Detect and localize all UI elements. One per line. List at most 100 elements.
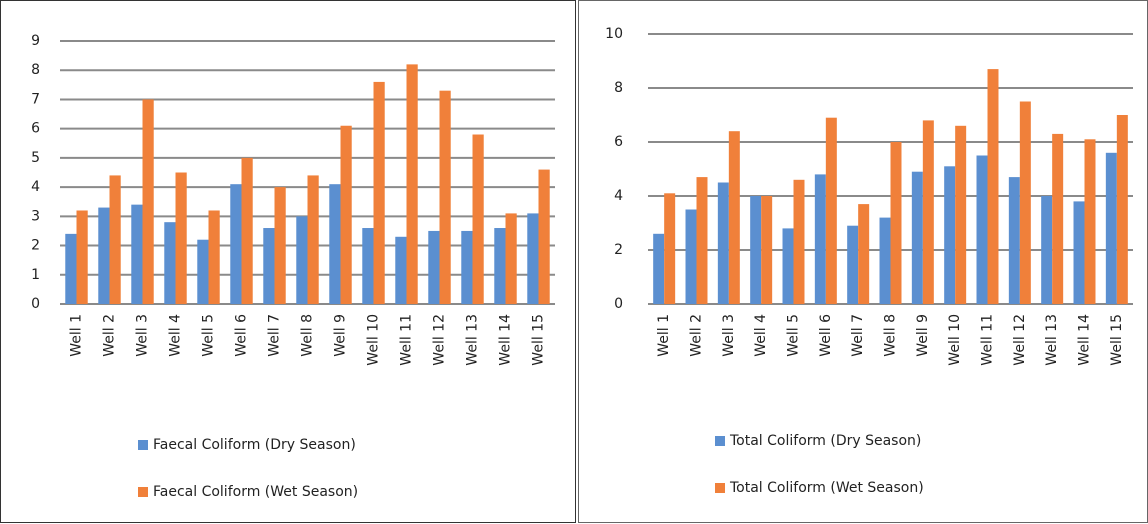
x-tick-label: Well 14 (498, 314, 514, 366)
bar (1084, 139, 1096, 304)
bar (847, 225, 859, 304)
bar (976, 155, 988, 304)
y-tick-label: 4 (31, 179, 40, 195)
bar (494, 228, 506, 304)
x-tick-label: Well 11 (980, 314, 996, 366)
y-tick-label: 0 (31, 296, 40, 312)
bar (890, 142, 902, 304)
bar (175, 172, 187, 304)
y-tick-label: 0 (614, 296, 623, 312)
legend-label: Faecal Coliform (Wet Season) (153, 484, 358, 500)
legend-swatch (138, 487, 148, 497)
bar (825, 117, 837, 304)
bar (944, 166, 956, 304)
x-tick-label: Well 13 (1044, 314, 1060, 366)
x-tick-label: Well 8 (300, 314, 316, 357)
x-tick-label: Well 14 (1077, 314, 1093, 366)
x-tick-label: Well 5 (786, 314, 802, 357)
bar (696, 177, 708, 304)
bar (76, 210, 88, 304)
legend-label: Faecal Coliform (Dry Season) (153, 437, 356, 453)
panel-border (0, 0, 576, 523)
legend-swatch (715, 483, 725, 493)
bar (793, 179, 805, 304)
x-tick-label: Well 7 (850, 314, 866, 357)
bar (142, 99, 154, 304)
x-tick-label: Well 1 (656, 314, 672, 357)
bar (955, 125, 967, 304)
bar (362, 228, 374, 304)
y-tick-label: 7 (31, 91, 40, 107)
legend-label: Total Coliform (Dry Season) (729, 433, 921, 449)
x-tick-label: Well 3 (721, 314, 737, 357)
y-tick-label: 10 (605, 26, 623, 42)
bar (922, 120, 934, 305)
bar (428, 230, 440, 304)
bar (782, 228, 794, 304)
bar (307, 175, 319, 304)
y-tick-label: 2 (614, 242, 623, 258)
bar (274, 187, 286, 304)
y-tick-label: 3 (31, 208, 40, 224)
bar (664, 193, 676, 304)
y-tick-label: 2 (31, 238, 40, 254)
y-tick-label: 5 (31, 150, 40, 166)
legend-swatch (138, 440, 148, 450)
bar (472, 134, 484, 304)
bar (728, 131, 740, 304)
x-tick-label: Well 8 (883, 314, 899, 357)
x-tick-label: Well 1 (69, 314, 85, 357)
bar (761, 196, 773, 304)
x-tick-label: Well 12 (1012, 314, 1028, 366)
bar (406, 64, 418, 304)
x-tick-label: Well 9 (915, 314, 931, 357)
bar (296, 216, 308, 304)
bar (241, 157, 253, 304)
legend-label: Total Coliform (Wet Season) (729, 480, 924, 496)
bar (685, 209, 697, 304)
x-tick-label: Well 7 (267, 314, 283, 357)
bar (505, 213, 517, 304)
bar (263, 228, 275, 304)
x-tick-label: Well 13 (465, 314, 481, 366)
y-tick-label: 8 (614, 80, 623, 96)
x-tick-label: Well 12 (432, 314, 448, 366)
y-tick-label: 6 (31, 121, 40, 137)
legend-swatch (715, 436, 725, 446)
x-tick-label: Well 11 (399, 314, 415, 366)
bar (858, 204, 870, 304)
bar (230, 184, 242, 304)
chart-panel: 0 1 2 3 4 5 6 7 8 9 Well 1 Well 2 Well 3 Well 4 Well 5… (0, 0, 576, 523)
bar (750, 196, 762, 304)
bar (911, 171, 923, 304)
bar (987, 69, 999, 304)
y-tick-label: 8 (31, 62, 40, 78)
x-tick-label: Well 10 (366, 314, 382, 366)
x-tick-label: Well 10 (947, 314, 963, 366)
bar (717, 182, 729, 304)
bar (340, 125, 352, 304)
x-tick-label: Well 5 (201, 314, 217, 357)
bar (1116, 115, 1128, 304)
x-tick-label: Well 6 (234, 314, 250, 357)
bar (461, 230, 473, 304)
bar (109, 175, 121, 304)
bar (329, 184, 341, 304)
bar (439, 90, 451, 304)
bar (373, 81, 385, 305)
x-tick-label: Well 2 (102, 314, 118, 357)
y-tick-label: 6 (614, 134, 623, 150)
bar (538, 169, 550, 304)
bar (653, 233, 665, 304)
bar (1073, 201, 1085, 304)
chart-panel: 0 2 4 6 8 10 Well 1 Well 2 Well 3 Well 4 Well 5 Wel… (578, 0, 1148, 523)
y-tick-label: 9 (31, 33, 40, 49)
y-tick-label: 4 (614, 188, 623, 204)
bar (814, 174, 826, 304)
bar (1052, 133, 1064, 304)
x-tick-label: Well 4 (753, 314, 769, 357)
x-tick-label: Well 3 (135, 314, 151, 357)
x-tick-label: Well 15 (531, 314, 547, 366)
bar (1019, 101, 1031, 304)
